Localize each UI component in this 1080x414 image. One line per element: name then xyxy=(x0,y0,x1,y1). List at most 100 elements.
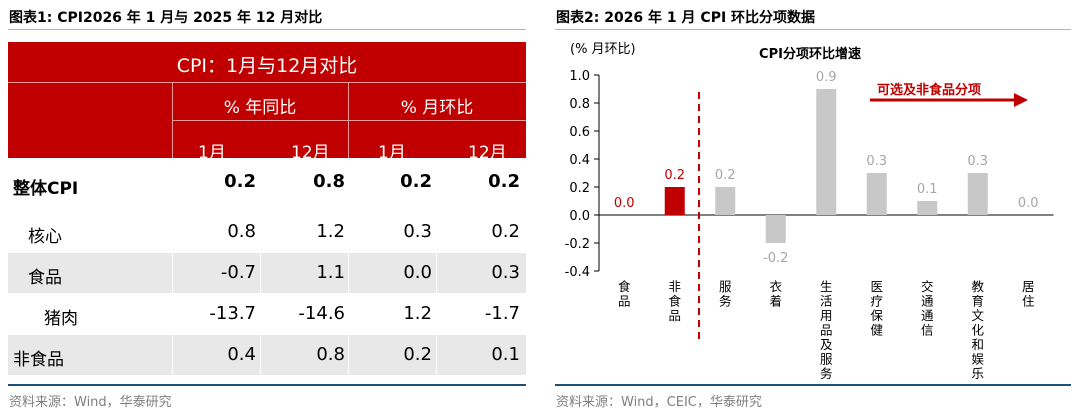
category-label-char: 着 xyxy=(769,294,782,309)
category-label-char: 务 xyxy=(820,366,833,381)
table-row: 整体CPI 0.2 0.8 0.2 0.2 xyxy=(8,160,526,208)
bar-data-label: 0.3 xyxy=(967,154,988,169)
category-label-char: 育 xyxy=(971,294,984,309)
category-label-char: 和 xyxy=(971,337,984,352)
bar xyxy=(866,173,887,215)
category-label-char: 务 xyxy=(719,294,732,309)
category-label-char: 居 xyxy=(1022,279,1035,294)
cell-value: 0.2 xyxy=(491,221,520,242)
bar-data-label: 0.3 xyxy=(866,154,887,169)
group-header-mom: % 月环比 xyxy=(400,98,474,118)
col-header-jan-mom: 1月 xyxy=(378,143,406,163)
category-label-char: 品 xyxy=(618,294,631,309)
cell-value: 0.2 xyxy=(488,171,520,192)
category-label-char: 乐 xyxy=(971,366,984,381)
category-label-char: 化 xyxy=(971,323,984,338)
y-tick-label: -0.2 xyxy=(565,237,590,252)
column-divider xyxy=(348,158,349,384)
row-label: 核心 xyxy=(28,227,62,247)
bar-data-label: 0.2 xyxy=(664,168,685,183)
y-tick-label: 0.2 xyxy=(569,181,590,196)
row-label: 整体CPI xyxy=(13,179,79,199)
annotation-arrow-head xyxy=(1014,93,1028,107)
right-source-note: 资料来源：Wind，CEIC，华泰研究 xyxy=(556,395,762,410)
category-label-char: 生 xyxy=(820,279,833,294)
bar-data-label: 0.1 xyxy=(917,182,938,197)
category-label-char: 教 xyxy=(971,279,984,294)
left-source-note: 资料来源：Wind，华泰研究 xyxy=(9,395,172,410)
cell-value: 0.8 xyxy=(227,221,256,242)
category-label-char: 及 xyxy=(820,337,833,352)
cell-value: 1.2 xyxy=(403,303,432,324)
category-label-char: 用 xyxy=(820,308,833,323)
cell-value: 0.1 xyxy=(491,344,520,365)
header-divider xyxy=(8,82,526,83)
cell-value: 0.2 xyxy=(224,171,256,192)
category-label-char: 品 xyxy=(820,323,833,338)
bar xyxy=(967,173,988,215)
cell-value: 0.3 xyxy=(403,221,432,242)
cell-value: 0.4 xyxy=(227,344,256,365)
category-label-char: 衣 xyxy=(769,279,782,294)
category-label-char: 交 xyxy=(921,279,934,294)
table-row: 核心 0.8 1.2 0.3 0.2 xyxy=(8,212,526,252)
category-label-char: 保 xyxy=(870,308,883,323)
category-label-char: 活 xyxy=(820,294,833,309)
cell-value: -14.6 xyxy=(298,303,345,324)
right-title-rule xyxy=(555,29,1071,30)
annotation-text: 可选及非食品分项 xyxy=(877,82,981,98)
category-label-char: 文 xyxy=(971,308,984,323)
table-bottom-rule xyxy=(8,384,526,386)
cell-value: 0.2 xyxy=(403,344,432,365)
column-divider xyxy=(260,158,261,384)
row-label: 非食品 xyxy=(13,350,64,370)
group-header-yoy: % 年同比 xyxy=(223,98,297,118)
cell-value: 0.3 xyxy=(491,262,520,283)
table-row: 食品 -0.7 1.1 0.0 0.3 xyxy=(8,253,526,293)
cell-value: 1.1 xyxy=(316,262,345,283)
row-label: 猪肉 xyxy=(44,309,78,329)
chart-title: CPI分项环比增速 xyxy=(759,46,861,62)
category-label-char: 通 xyxy=(921,308,934,323)
column-divider xyxy=(172,158,173,384)
bar-data-label: 0.2 xyxy=(715,168,736,183)
col-header-jan-yoy: 1月 xyxy=(198,143,226,163)
cpi-comparison-table: CPI：1月与12月对比 % 年同比 % 月环比 1月 12月 1月 12月 整… xyxy=(8,42,526,384)
category-label-char: 食 xyxy=(668,294,681,309)
left-title-rule xyxy=(8,29,526,30)
cell-value: -1.7 xyxy=(484,303,520,324)
y-tick-label: 0.4 xyxy=(569,153,590,168)
category-label-char: 服 xyxy=(719,279,732,294)
category-label-char: 非 xyxy=(668,279,681,294)
cell-value: 0.0 xyxy=(403,262,432,283)
category-label-char: 信 xyxy=(921,323,934,338)
col-header-dec-yoy: 12月 xyxy=(291,143,330,163)
left-panel-title: 图表1: CPI2026 年 1 月与 2025 年 12 月对比 xyxy=(9,10,323,26)
y-tick-label: 0.0 xyxy=(569,209,590,224)
cell-value: 0.8 xyxy=(313,171,345,192)
bar-data-label: 0.0 xyxy=(614,196,635,211)
cell-value: -13.7 xyxy=(209,303,256,324)
row-label: 食品 xyxy=(28,268,62,288)
table-header-title: CPI：1月与12月对比 xyxy=(176,55,358,77)
category-label-char: 健 xyxy=(870,323,883,338)
bar xyxy=(715,187,736,215)
cell-value: 0.2 xyxy=(400,171,432,192)
header-vline-2 xyxy=(348,82,349,158)
bar xyxy=(765,215,786,243)
col-header-dec-mom: 12月 xyxy=(468,143,507,163)
cell-value: 0.8 xyxy=(316,344,345,365)
category-label-char: 医 xyxy=(870,279,883,294)
chart-bottom-rule xyxy=(555,384,1071,386)
y-tick-label: 0.8 xyxy=(569,97,590,112)
bar-data-label: 0.9 xyxy=(816,70,837,85)
column-divider xyxy=(436,158,437,384)
bar-data-label: -0.2 xyxy=(763,251,788,266)
y-tick-label: 0.6 xyxy=(569,125,590,140)
bar xyxy=(664,187,685,215)
bar xyxy=(816,89,837,215)
category-label-char: 疗 xyxy=(870,294,883,309)
cpi-mom-bar-chart: (% 月环比) CPI分项环比增速 1.0 0.8 0.6 0.4 0.2 0.0 -0.2… xyxy=(565,42,1054,381)
category-label-char: 通 xyxy=(921,294,934,309)
y-axis-label: (% 月环比) xyxy=(570,42,636,57)
